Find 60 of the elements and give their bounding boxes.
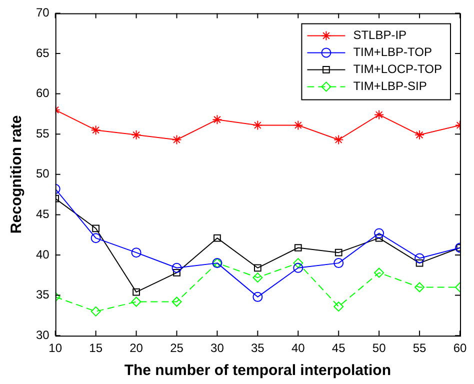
y-tick-label: 50 [36,166,50,181]
point [293,262,304,273]
y-axis-title: Recognition rate [8,115,26,234]
point [414,282,425,292]
point [131,248,142,258]
y-tick-label: 55 [36,126,50,140]
point [90,125,101,136]
y-tick-label: 65 [36,46,50,60]
point [252,272,263,283]
point [90,306,101,316]
point [414,253,425,264]
x-tick-label: 45 [332,341,346,356]
y-tick-label: 60 [36,86,50,100]
x-tick-label: 10 [48,341,62,356]
x-tick-label: 40 [291,341,306,356]
point [131,296,142,307]
x-tick-label: 60 [453,341,467,356]
point [131,130,142,140]
legend-label: TIM+LBP-SIP [353,79,427,94]
point [172,262,182,273]
point [374,228,384,238]
point [172,296,182,307]
legend-label: TIM+LBP-TOP [353,45,432,60]
point [252,120,263,130]
point [132,288,140,296]
x-axis-title: The number of temporal interpolation [124,362,392,380]
point [92,224,100,232]
point [254,264,262,272]
y-tick-label: 30 [36,328,50,342]
point [416,259,424,267]
y-tick-label: 40 [36,247,50,262]
point [294,244,302,252]
x-tick-label: 15 [89,341,103,356]
y-tick-label: 35 [36,288,50,302]
x-tick-label: 55 [412,341,427,356]
point [414,130,425,140]
legend-label: TIM+LOCP-TOP [353,62,442,76]
point [252,292,263,302]
point [293,258,304,268]
point [212,114,222,125]
x-tick-label: 25 [170,341,184,356]
legend-label: STLBP-IP [353,28,407,42]
point [334,134,344,145]
x-tick-label: 20 [130,341,144,356]
point [214,234,221,242]
y-tick-label: 45 [36,207,50,222]
point [172,134,182,145]
x-tick-label: 30 [210,341,224,356]
point [173,269,180,276]
y-tick-label: 70 [36,6,50,20]
point [334,248,342,256]
point [374,110,384,120]
point [293,120,304,130]
point [375,234,383,242]
x-tick-label: 50 [372,341,386,356]
x-tick-label: 35 [250,341,265,356]
point [334,302,344,312]
point [90,233,101,244]
point [374,268,384,278]
point [334,258,344,268]
